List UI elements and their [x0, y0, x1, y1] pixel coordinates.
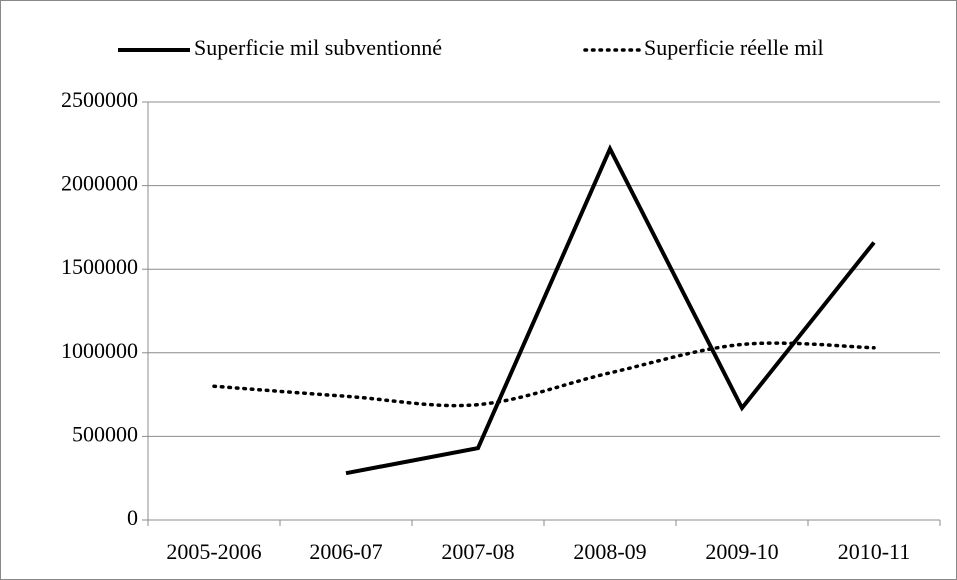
- x-tick-label: 2009-10: [705, 539, 778, 564]
- series-line: [212, 341, 876, 408]
- x-tick-label: 2005-2006: [166, 539, 261, 564]
- x-tick-label: 2008-09: [573, 539, 646, 564]
- y-tick-label: 500000: [72, 421, 138, 446]
- y-tick-label: 2000000: [61, 171, 138, 196]
- series-line: [345, 144, 876, 476]
- legend-label: Superficie mil subventionné: [194, 35, 442, 60]
- x-tick-label: 2007-08: [441, 539, 514, 564]
- y-tick-label: 2500000: [61, 87, 138, 112]
- x-tick-label: 2006-07: [309, 539, 382, 564]
- y-tick-label: 1500000: [61, 254, 138, 279]
- x-tick-label: 2010-11: [838, 539, 911, 564]
- legend-label: Superficie réelle mil: [644, 35, 824, 60]
- y-tick-label: 0: [127, 505, 138, 530]
- y-tick-label: 1000000: [61, 338, 138, 363]
